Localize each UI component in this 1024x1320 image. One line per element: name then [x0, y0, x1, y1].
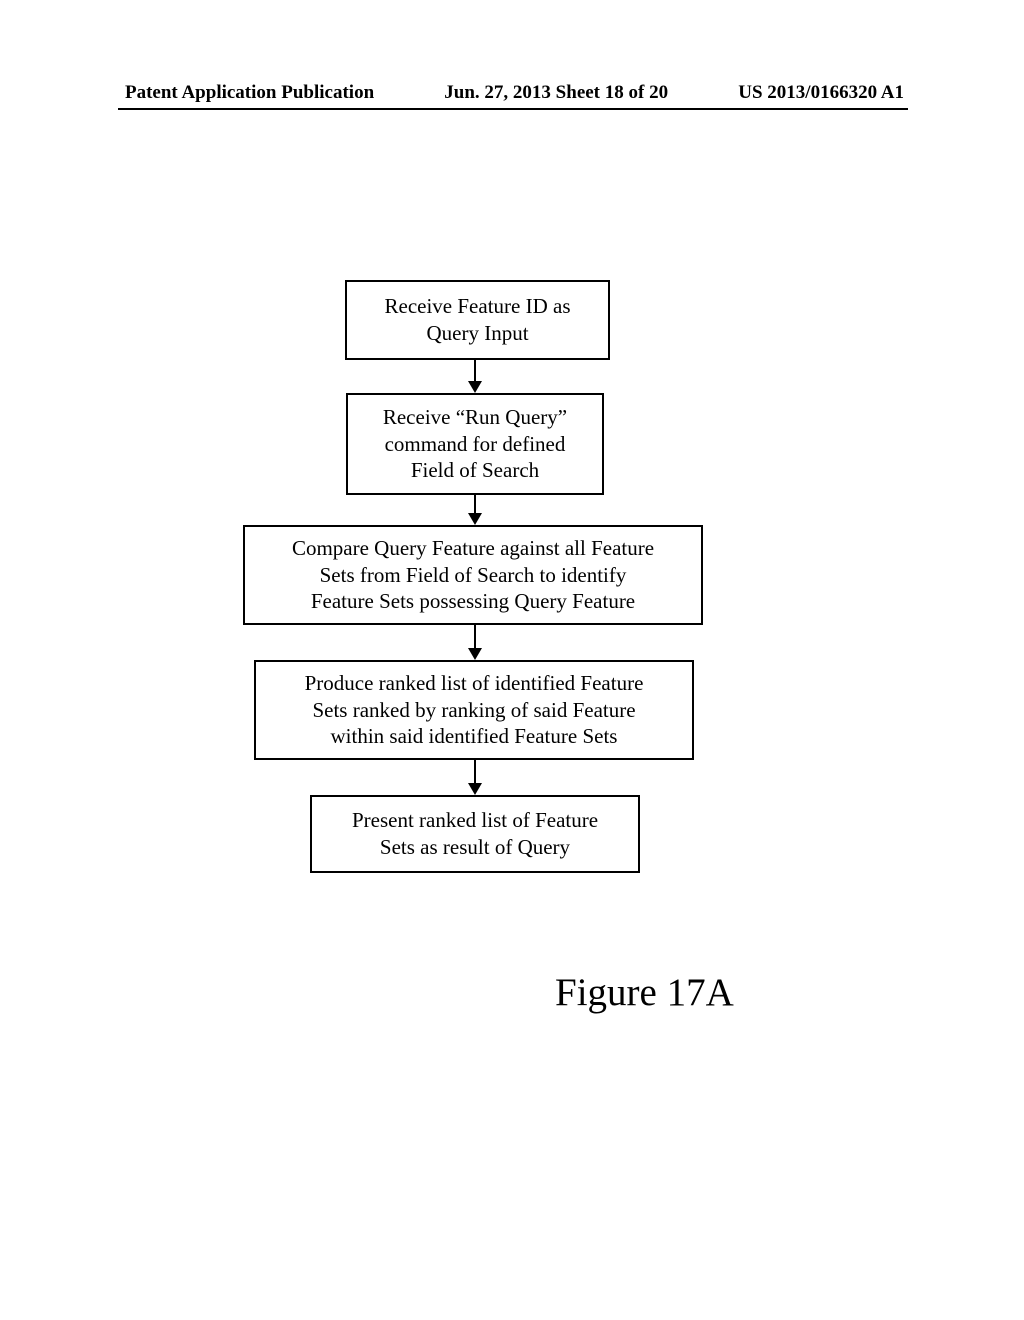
flow-node-n3: Compare Query Feature against all Featur… [243, 525, 703, 625]
flow-node-text: Sets as result of Query [380, 834, 570, 861]
header-right: US 2013/0166320 A1 [738, 82, 904, 104]
flow-node-text: Field of Search [411, 457, 539, 484]
flow-node-text: Query Input [426, 320, 528, 347]
flow-edge-arrowhead-icon [468, 783, 482, 795]
flow-node-text: Sets from Field of Search to identify [320, 562, 627, 589]
flow-node-n4: Produce ranked list of identified Featur… [254, 660, 694, 760]
header-center: Jun. 27, 2013 Sheet 18 of 20 [444, 82, 668, 104]
flow-edge-line [474, 495, 476, 513]
page: Patent Application Publication Jun. 27, … [0, 0, 1024, 1320]
flow-node-text: Receive “Run Query” [383, 404, 567, 431]
flow-node-text: command for defined [385, 431, 566, 458]
header-left: Patent Application Publication [125, 82, 374, 104]
flow-edge-line [474, 360, 476, 381]
flow-edge-line [474, 760, 476, 783]
flow-node-text: Compare Query Feature against all Featur… [292, 535, 654, 562]
flow-edge-arrowhead-icon [468, 513, 482, 525]
flow-node-text: Receive Feature ID as [385, 293, 571, 320]
flow-node-n5: Present ranked list of FeatureSets as re… [310, 795, 640, 873]
page-header: Patent Application Publication Jun. 27, … [0, 82, 1024, 104]
flow-node-text: within said identified Feature Sets [331, 723, 618, 750]
flow-node-text: Produce ranked list of identified Featur… [305, 670, 644, 697]
flow-node-text: Feature Sets possessing Query Feature [311, 588, 635, 615]
figure-label: Figure 17A [555, 970, 734, 1015]
flow-edge-arrowhead-icon [468, 648, 482, 660]
flow-node-text: Sets ranked by ranking of said Feature [312, 697, 635, 724]
flow-edge-line [474, 625, 476, 648]
flow-node-text: Present ranked list of Feature [352, 807, 598, 834]
flow-edge-arrowhead-icon [468, 381, 482, 393]
header-rule [118, 108, 908, 110]
flow-node-n2: Receive “Run Query”command for definedFi… [346, 393, 604, 495]
header-row: Patent Application Publication Jun. 27, … [0, 82, 1024, 104]
flow-node-n1: Receive Feature ID asQuery Input [345, 280, 610, 360]
